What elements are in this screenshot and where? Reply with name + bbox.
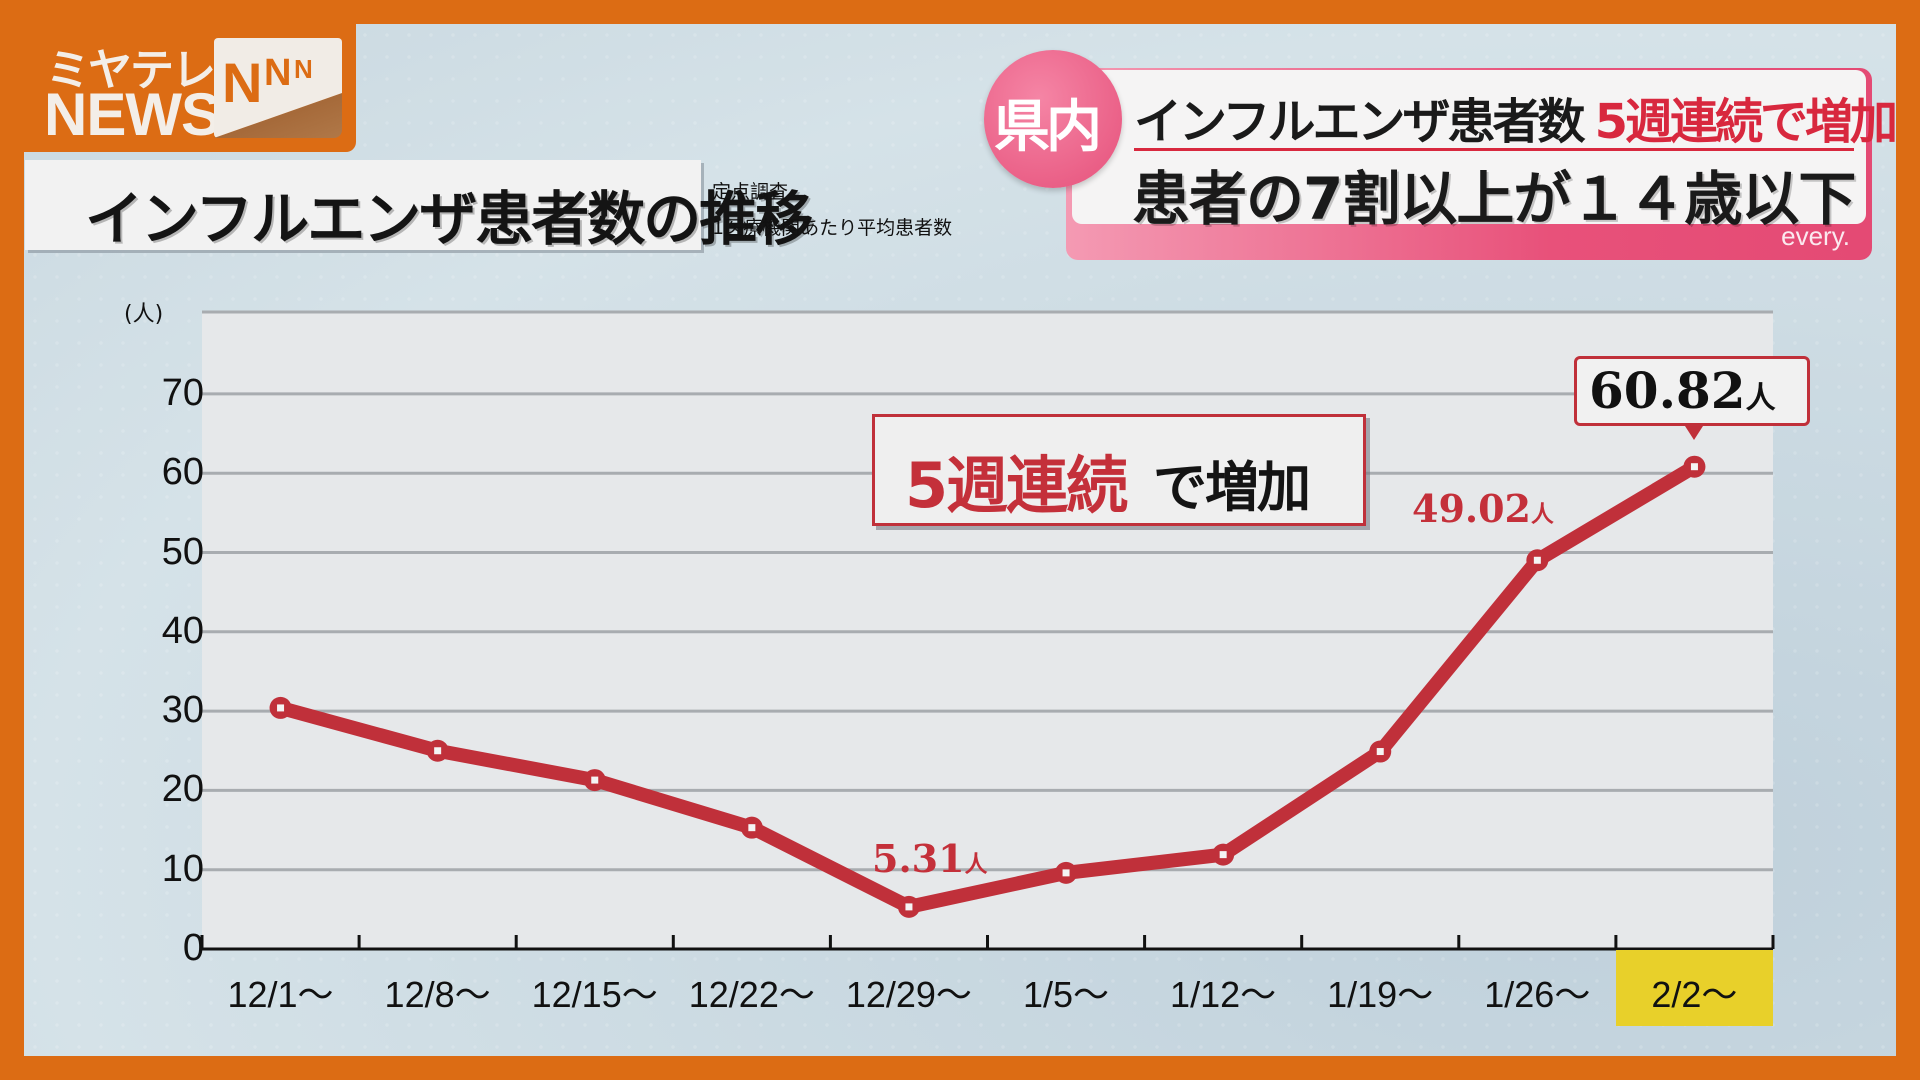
headline-highlight: 5週連続で増加 xyxy=(1594,94,1896,150)
chart-subtitle: 定点調査 1医療機関あたり平均患者数 xyxy=(712,174,952,246)
station-name: ミヤテレ xyxy=(46,46,216,95)
broadcast-frame: ミヤテレ NEWS N N N インフルエンザ患者数の推移 定点調査 1医療機関… xyxy=(24,24,1896,1056)
callout-value: 60.82人 xyxy=(1589,361,1776,420)
line-chart xyxy=(200,310,1775,951)
callout-number: 60.82 xyxy=(1589,361,1746,420)
subtitle-survey-type: 定点調査 xyxy=(712,181,789,203)
headline-subject: インフルエンザ患者数 xyxy=(1134,94,1586,150)
data-label-unit: 人 xyxy=(964,852,988,878)
annotation-highlight: 5週連続 xyxy=(905,449,1128,522)
x-tick-label: 12/15～ xyxy=(531,974,658,1015)
news-headline-banner: every. 県内 インフルエンザ患者数 5週連続で増加 患者の7割以上が１４歳以… xyxy=(954,48,1896,268)
data-point-markers xyxy=(269,455,1706,918)
x-tick-label: 12/1～ xyxy=(227,974,334,1015)
nnn-letter: N xyxy=(294,54,313,84)
chart-title-box: インフルエンザ患者数の推移 xyxy=(25,160,813,253)
x-tick-label: 1/19～ xyxy=(1327,974,1434,1015)
nnn-letter: N xyxy=(264,52,292,94)
x-axis xyxy=(200,935,1775,951)
y-tick-label: 40 xyxy=(161,609,204,652)
station-logo: ミヤテレ NEWS N N N xyxy=(24,24,356,152)
subtitle-metric: 1医療機関あたり平均患者数 xyxy=(712,217,953,239)
region-badge: 県内 xyxy=(984,50,1122,188)
program-logo: every. xyxy=(1781,221,1850,251)
x-tick-label: 2/2～ xyxy=(1615,950,1773,1026)
y-tick-label: 50 xyxy=(161,530,204,573)
trend-annotation-box: 5週連続 で増加 xyxy=(872,414,1366,526)
y-tick-label: 30 xyxy=(161,689,204,732)
x-tick-label: 1/26～ xyxy=(1484,974,1591,1015)
annotation-text: で増加 xyxy=(1153,456,1311,519)
y-tick-label: 20 xyxy=(161,768,204,811)
y-tick-label: 70 xyxy=(161,371,204,414)
y-tick-label: 60 xyxy=(161,451,204,494)
x-tick-label: 12/22～ xyxy=(688,974,815,1015)
x-tick-label: 12/29～ xyxy=(845,974,972,1015)
data-label-value: 49.02 xyxy=(1412,486,1531,531)
news-wordmark: NEWS xyxy=(44,81,221,148)
callout-unit: 人 xyxy=(1745,381,1776,416)
x-tick-label: 1/12～ xyxy=(1170,974,1277,1015)
data-label-unit: 人 xyxy=(1531,502,1554,528)
region-badge-text: 県内 xyxy=(994,95,1102,160)
headline-panel xyxy=(1072,70,1866,224)
latest-value-callout: 60.82人 xyxy=(1574,356,1810,440)
data-label-low: 5.31人 xyxy=(872,836,987,881)
headline-divider xyxy=(1134,148,1854,151)
data-label-prev: 49.02人 xyxy=(1412,486,1554,531)
series-line xyxy=(273,459,1702,914)
data-label-value: 5.31 xyxy=(872,836,965,881)
nnn-letter: N xyxy=(222,51,263,114)
x-tick-label: 1/5～ xyxy=(1022,974,1110,1015)
x-tick-label: 12/8～ xyxy=(384,974,491,1015)
y-axis-unit: (人) xyxy=(124,302,164,327)
y-tick-label: 10 xyxy=(161,847,204,890)
y-tick-label: 0 xyxy=(182,927,204,969)
nnn-logo-icon: N N N xyxy=(214,38,342,138)
headline-line2: 患者の7割以上が１４歳以下 xyxy=(1132,165,1856,233)
chart-title: インフルエンザ患者数の推移 xyxy=(85,185,813,253)
headline-line1: インフルエンザ患者数 5週連続で増加 xyxy=(1134,82,1896,152)
callout-pointer-icon xyxy=(1685,426,1703,440)
